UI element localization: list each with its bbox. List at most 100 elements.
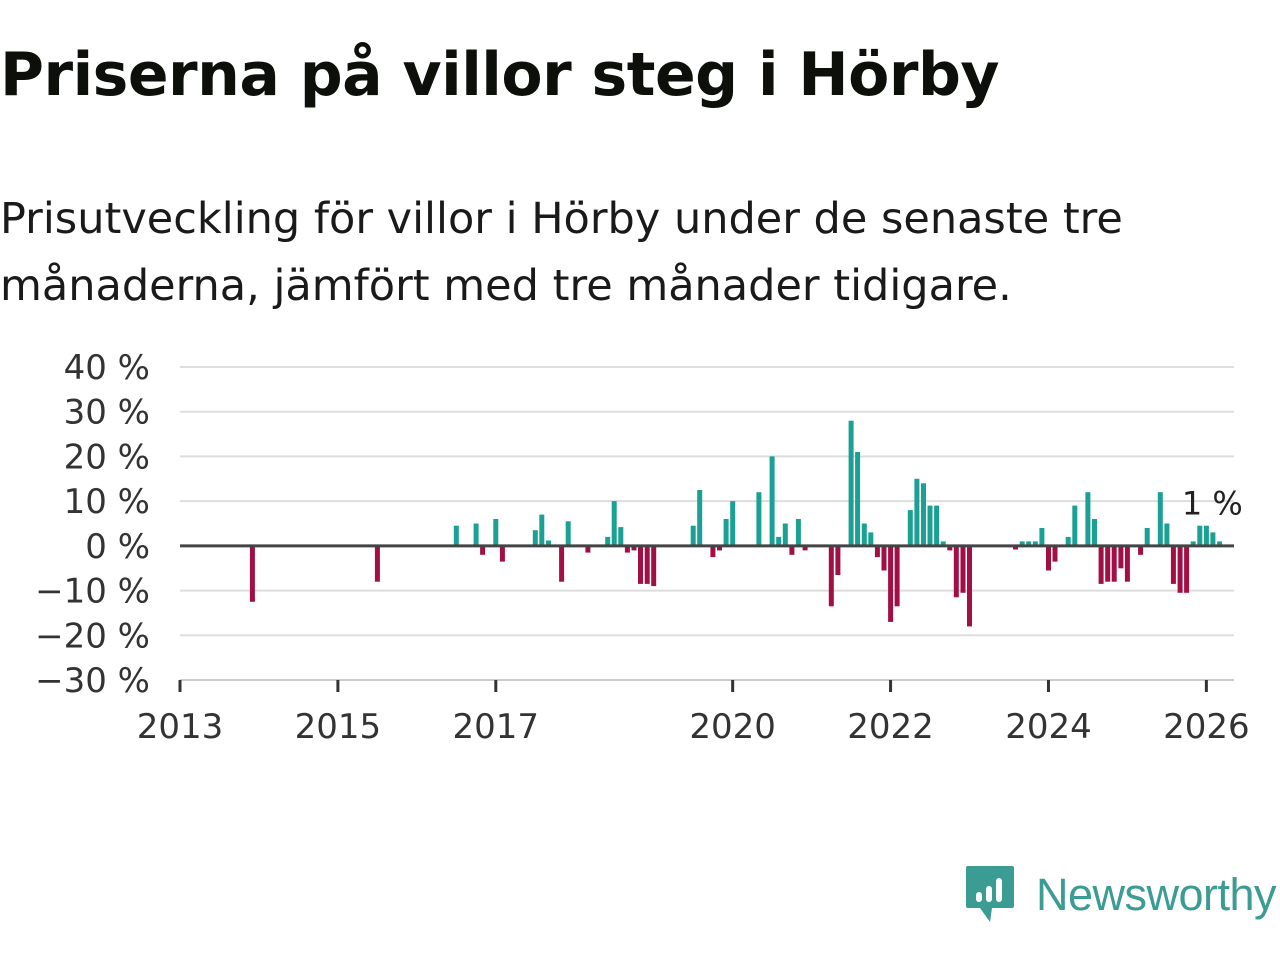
x-axis-ticks: 2013 2015 2017 2020 2022 2024 2026 (137, 680, 1250, 747)
gridlines (180, 366, 1234, 637)
newsworthy-logo-icon (966, 866, 1014, 922)
bar (782, 523, 788, 546)
bar (1065, 536, 1071, 546)
y-axis-ticks: 40 % 30 %20 % 10 % 0 % −10 %−20 % −30 % (35, 348, 150, 701)
bar (644, 545, 650, 584)
bar (848, 420, 854, 546)
bar (697, 490, 703, 546)
bar (374, 545, 380, 582)
bar (605, 536, 611, 546)
x-tick-label: 2017 (453, 707, 540, 747)
y-tick-label: 10 % (64, 482, 150, 522)
bar (690, 525, 696, 546)
y-tick-label: 30 % (64, 393, 150, 433)
bar (539, 514, 545, 546)
bar (1210, 532, 1216, 546)
bar (874, 545, 880, 558)
bar (1203, 525, 1209, 546)
bar (769, 456, 775, 546)
bar (1046, 545, 1051, 571)
y-tick-label: −30 % (35, 661, 150, 701)
bar (907, 510, 913, 546)
x-tick-label: 2020 (689, 707, 776, 747)
bar (1144, 528, 1150, 546)
x-tick-label: 2013 (137, 707, 224, 747)
bar (795, 519, 801, 546)
x-tick-label: 2022 (847, 707, 934, 747)
bar (1177, 545, 1183, 593)
bar (776, 536, 782, 546)
bar (717, 545, 722, 551)
page-subtitle: Prisutveckling för villor i Hörby under … (0, 194, 1123, 311)
bar (921, 483, 926, 546)
bar (546, 540, 551, 546)
bar (934, 505, 940, 546)
bar (730, 501, 736, 546)
y-tick-label: −20 % (35, 616, 150, 656)
bar (881, 545, 887, 571)
y-tick-label: 20 % (64, 437, 150, 477)
bar (1092, 519, 1097, 546)
bar (1170, 545, 1176, 584)
bar (1039, 528, 1045, 546)
bar (1217, 541, 1223, 546)
bar (710, 545, 716, 558)
bar (1111, 545, 1117, 582)
bar (1197, 525, 1203, 546)
bar (631, 545, 637, 551)
bar (1124, 545, 1130, 582)
bar (532, 530, 538, 546)
bar (1098, 545, 1104, 584)
bar (1164, 523, 1170, 546)
bar (756, 492, 762, 546)
newsworthy-logo-text: Newsworthy (1036, 869, 1277, 920)
bar (1026, 541, 1032, 546)
bar (1013, 545, 1018, 550)
bar (960, 545, 966, 593)
newsworthy-logo: Newsworthy (964, 864, 1277, 926)
bar (618, 527, 624, 546)
bar (638, 545, 643, 584)
bar (947, 545, 953, 551)
y-tick-label: −10 % (35, 572, 150, 612)
x-tick-label: 2024 (1005, 707, 1092, 747)
x-tick-label: 2015 (295, 707, 382, 747)
bar (894, 545, 900, 607)
bar (835, 545, 841, 575)
bar (802, 545, 808, 551)
bar (723, 519, 729, 546)
bar (855, 452, 861, 546)
bar (565, 521, 571, 546)
last-value-annotation: 1 % (1182, 485, 1243, 523)
bar (585, 545, 591, 553)
bar (1085, 492, 1091, 546)
bar (789, 545, 795, 555)
bar (1157, 492, 1163, 546)
bar (559, 545, 565, 582)
bar (493, 519, 499, 546)
bar (651, 545, 657, 587)
bar (1138, 545, 1144, 555)
bar (1032, 541, 1038, 546)
bar (868, 532, 874, 546)
bar (453, 525, 459, 546)
bar (927, 505, 933, 546)
bar (940, 541, 946, 546)
bar (953, 545, 959, 598)
x-tick-label: 2026 (1163, 707, 1250, 747)
bar (1184, 545, 1190, 593)
bar (1105, 545, 1111, 582)
y-tick-label: 40 % (64, 348, 150, 388)
bar (861, 523, 867, 546)
bar (1190, 541, 1196, 546)
bar (473, 523, 479, 546)
y-tick-label: 0 % (85, 527, 150, 567)
bar (888, 545, 894, 622)
bar (249, 545, 255, 602)
page-title: Priserna på villor steg i Hörby (0, 40, 1000, 110)
bar (624, 545, 630, 553)
bars (249, 420, 1223, 627)
bar (828, 545, 834, 607)
bar (1052, 545, 1058, 562)
bar (1118, 545, 1124, 569)
